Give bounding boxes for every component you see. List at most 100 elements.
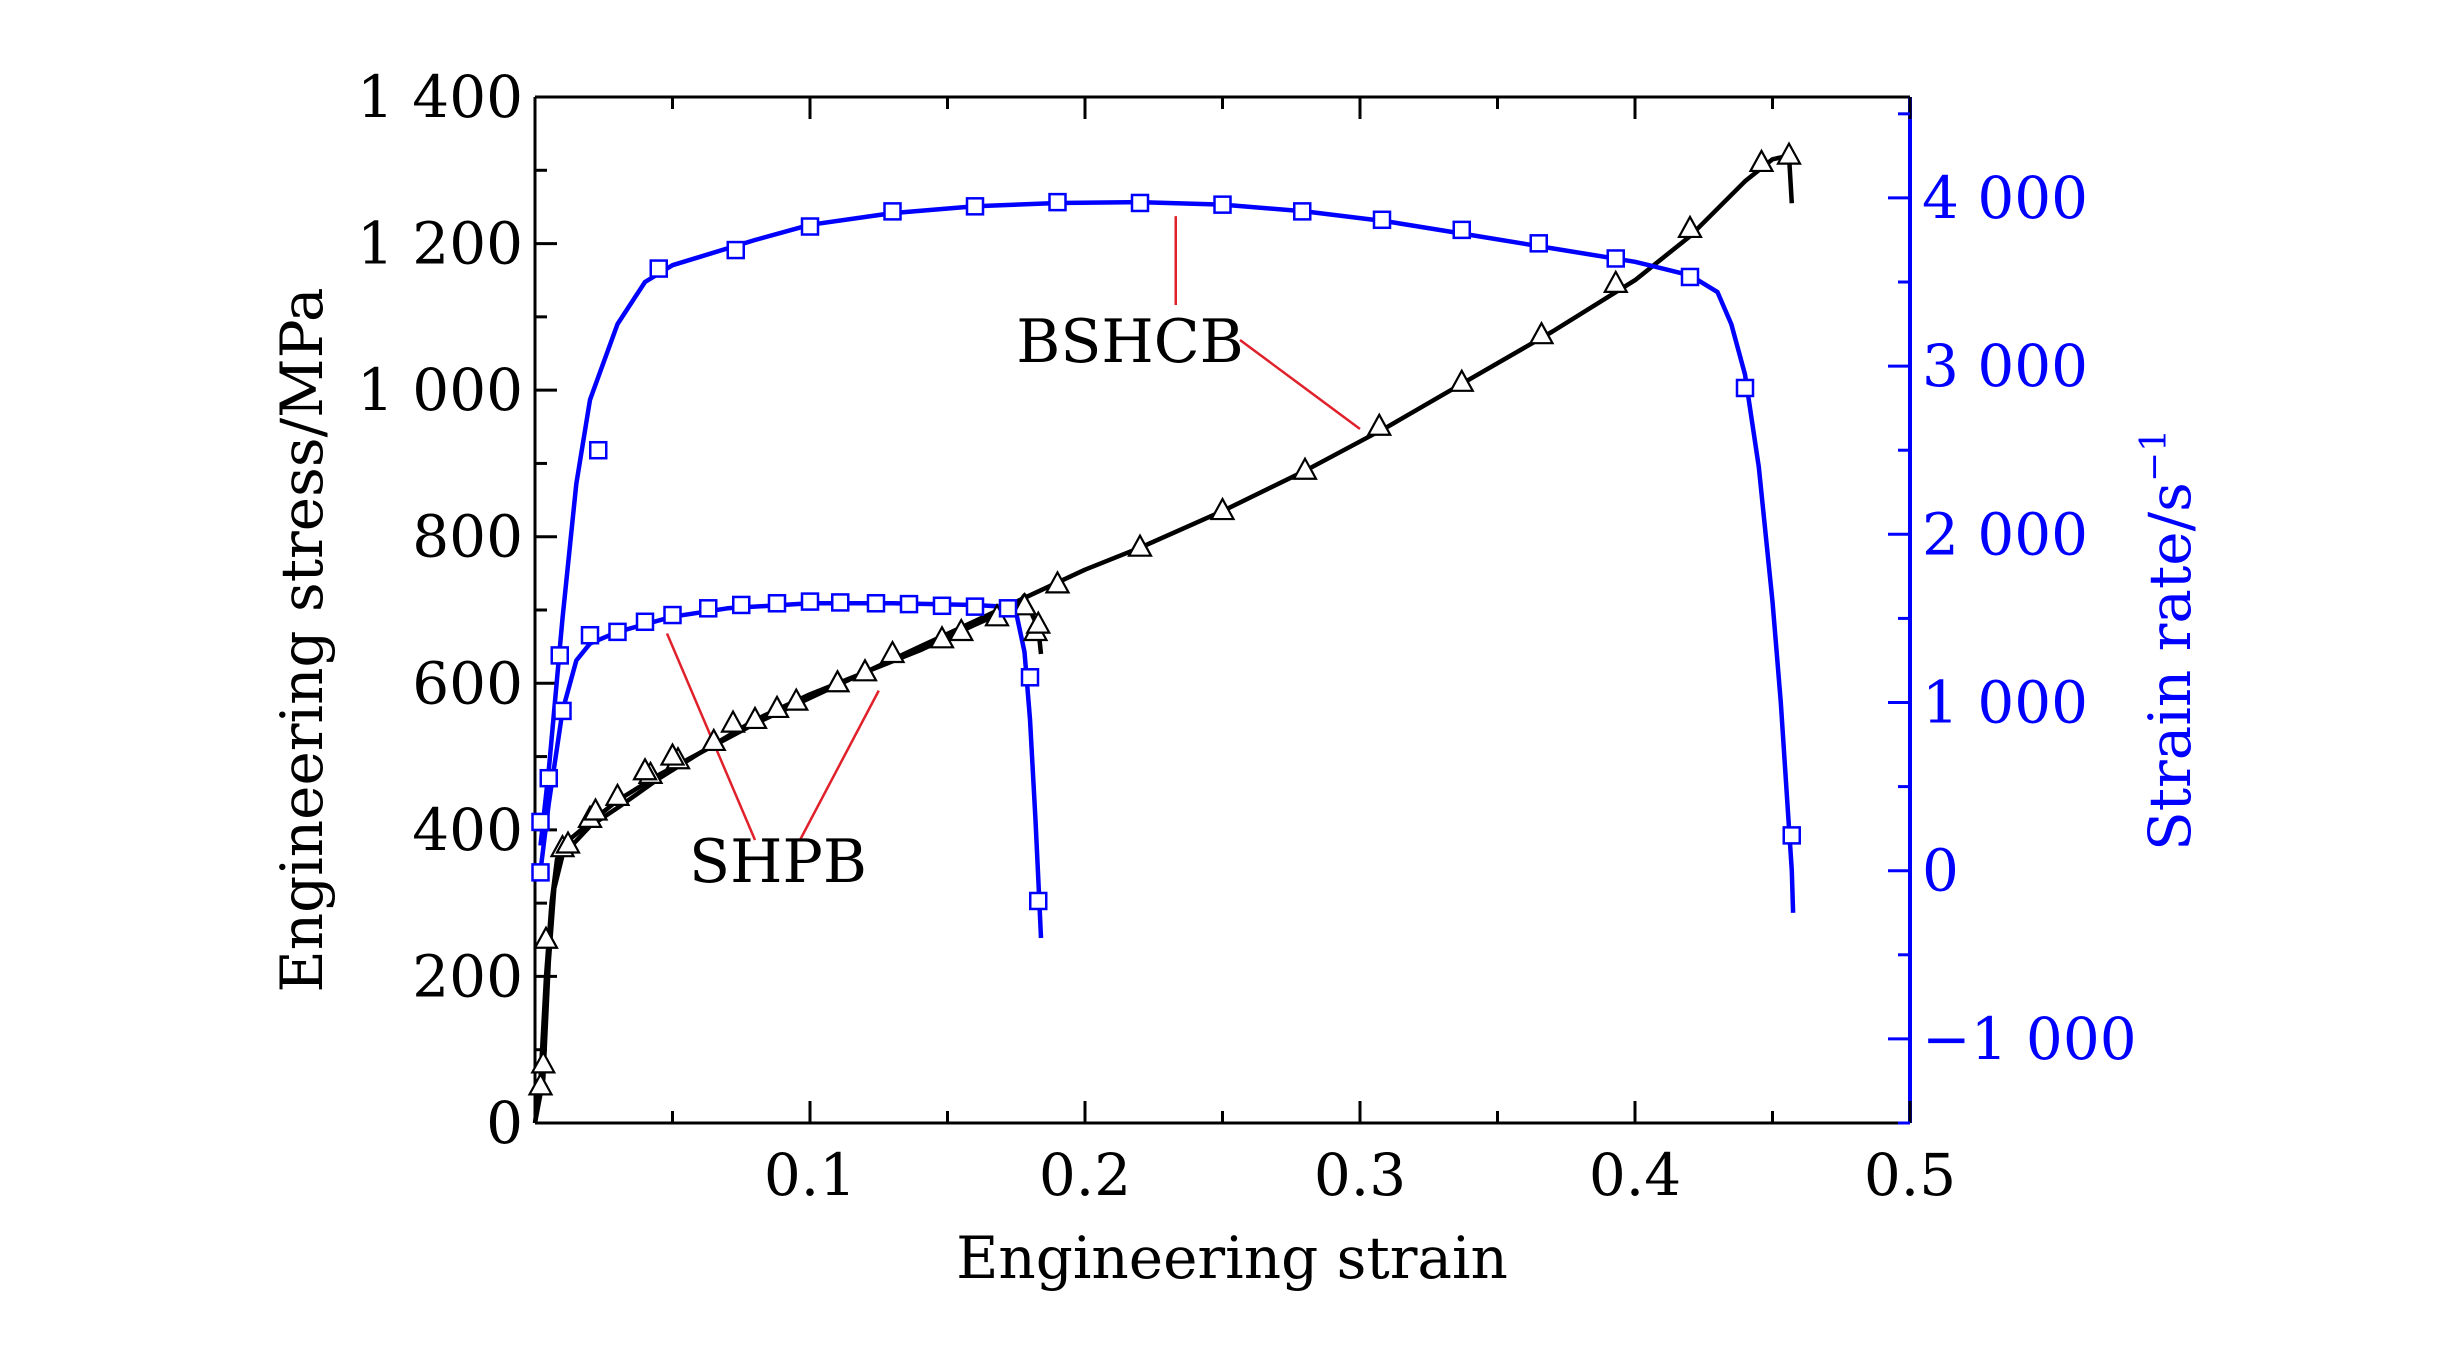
y-right-axis-title-sup: −1 xyxy=(2134,429,2175,482)
y-left-axis-title: Engineering stress/MPa xyxy=(268,287,336,992)
data-point xyxy=(555,830,581,854)
data-point xyxy=(530,1050,557,1074)
data-point xyxy=(1448,368,1475,392)
data-point xyxy=(800,592,820,611)
data-point xyxy=(998,599,1018,618)
data-point xyxy=(879,639,906,664)
callout-bshcb-stress xyxy=(1239,338,1361,430)
grid-ticks xyxy=(535,95,1912,1125)
data-point xyxy=(783,687,810,711)
data-point xyxy=(764,694,790,719)
data-point xyxy=(1606,249,1625,268)
data-point xyxy=(899,594,919,614)
y-left-tick-label: 0 xyxy=(486,1089,523,1157)
data-point xyxy=(1293,202,1312,221)
data-point xyxy=(604,782,631,806)
data-point xyxy=(929,625,955,649)
data-point xyxy=(1044,570,1071,594)
tick-labels: 0.1 0.2 0.3 0.4 0.5 0 200 400 600 800 1 000 1 200 1 … xyxy=(357,63,2137,1209)
data-point xyxy=(1292,456,1318,480)
data-point xyxy=(1048,192,1067,212)
data-point xyxy=(659,742,686,766)
data-point xyxy=(550,646,569,665)
data-point xyxy=(632,756,658,781)
data-point xyxy=(1020,668,1040,687)
data-point xyxy=(539,768,558,788)
data-point xyxy=(726,240,745,260)
y-left-tick-label: 1 400 xyxy=(357,63,523,131)
data-point xyxy=(553,701,572,721)
data-point xyxy=(1011,592,1038,616)
data-point xyxy=(800,217,820,236)
data-point xyxy=(948,617,975,642)
annotation-shpb: SHPB xyxy=(689,827,867,897)
data-point xyxy=(531,812,550,832)
y-left-tick-label: 800 xyxy=(412,503,523,571)
y-right-tick-label: 3 000 xyxy=(1922,332,2088,400)
data-point xyxy=(1602,269,1629,293)
series-line-4 xyxy=(538,601,1044,939)
x-tick-label: 0.5 xyxy=(1864,1141,1956,1209)
callout-shpb-stress xyxy=(798,690,880,841)
data-point xyxy=(1528,320,1555,345)
series-curves xyxy=(532,153,1796,1124)
data-point xyxy=(1130,193,1150,213)
data-point xyxy=(732,595,751,615)
data-point xyxy=(649,259,668,278)
data-point xyxy=(1209,496,1236,521)
data-point xyxy=(767,594,787,613)
y-left-tick-label: 1 000 xyxy=(357,356,523,424)
data-point xyxy=(1782,826,1801,845)
data-point xyxy=(1372,210,1392,230)
data-point xyxy=(700,727,727,752)
data-point xyxy=(1452,220,1471,240)
data-point xyxy=(1680,267,1700,287)
y-left-tick-label: 400 xyxy=(412,796,523,864)
annotation-bshcb: BSHCB xyxy=(1016,307,1244,377)
data-point xyxy=(1025,610,1052,634)
data-point xyxy=(866,594,886,613)
data-point xyxy=(1776,141,1802,165)
data-point xyxy=(582,797,609,821)
data-point xyxy=(589,440,608,460)
data-point xyxy=(533,925,559,949)
x-axis-title: Engineering strain xyxy=(956,1224,1508,1292)
data-point xyxy=(824,669,851,693)
data-point xyxy=(883,202,902,221)
y-left-tick-label: 600 xyxy=(412,649,523,717)
series-markers xyxy=(527,141,1802,1096)
y-left-tick-label: 1 200 xyxy=(357,210,523,278)
y-right-tick-label: −1 000 xyxy=(1922,1005,2137,1073)
data-point xyxy=(1213,195,1232,214)
y-right-tick-label: 0 xyxy=(1922,837,1959,905)
data-point xyxy=(852,658,878,682)
data-point xyxy=(635,612,655,632)
series-line-1 xyxy=(532,153,1795,1124)
y-left-tick-label: 200 xyxy=(412,942,523,1010)
data-point xyxy=(608,622,627,642)
data-point xyxy=(1735,378,1755,398)
data-point xyxy=(965,597,985,616)
callout-lines xyxy=(665,216,1361,841)
data-point xyxy=(527,1072,554,1096)
data-point xyxy=(1127,533,1153,557)
x-tick-label: 0.2 xyxy=(1039,1141,1131,1209)
data-point xyxy=(1677,214,1703,239)
data-point xyxy=(932,596,952,616)
data-point xyxy=(965,197,985,216)
data-point xyxy=(831,593,850,612)
data-point xyxy=(720,709,746,733)
data-point xyxy=(1529,234,1548,253)
data-point xyxy=(699,599,718,618)
y-right-axis-title: Strain rate/s−1 xyxy=(2134,429,2204,851)
data-point xyxy=(663,605,682,625)
y-right-tick-label: 4 000 xyxy=(1922,164,2088,232)
data-point xyxy=(742,705,768,730)
y-right-tick-label: 2 000 xyxy=(1922,500,2088,568)
y-right-axis-title-main: Strain rate/s xyxy=(2136,482,2204,851)
data-point xyxy=(1366,412,1393,436)
x-tick-label: 0.4 xyxy=(1589,1141,1681,1209)
x-tick-label: 0.1 xyxy=(764,1141,856,1209)
data-point xyxy=(1748,148,1775,173)
